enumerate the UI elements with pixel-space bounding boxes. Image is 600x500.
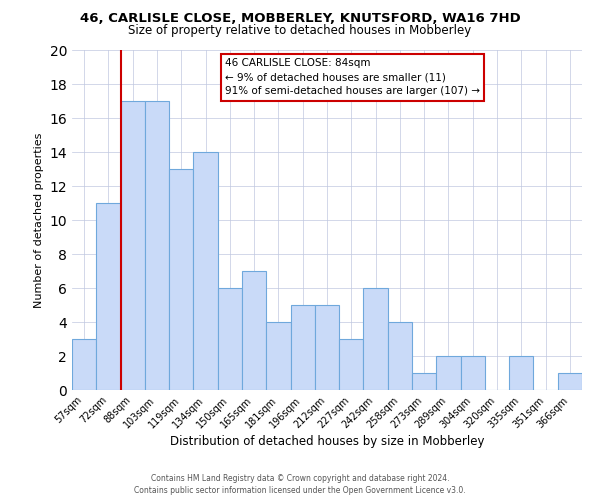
Text: Size of property relative to detached houses in Mobberley: Size of property relative to detached ho…: [128, 24, 472, 37]
X-axis label: Distribution of detached houses by size in Mobberley: Distribution of detached houses by size …: [170, 436, 484, 448]
Bar: [145, 101, 169, 390]
Bar: [436, 356, 461, 390]
Bar: [242, 271, 266, 390]
Y-axis label: Number of detached properties: Number of detached properties: [34, 132, 44, 308]
Bar: [218, 288, 242, 390]
Text: 46, CARLISLE CLOSE, MOBBERLEY, KNUTSFORD, WA16 7HD: 46, CARLISLE CLOSE, MOBBERLEY, KNUTSFORD…: [80, 12, 520, 26]
Bar: [96, 203, 121, 390]
Bar: [72, 339, 96, 390]
Bar: [509, 356, 533, 390]
Bar: [290, 305, 315, 390]
Bar: [121, 101, 145, 390]
Bar: [169, 169, 193, 390]
Text: Contains HM Land Registry data © Crown copyright and database right 2024.
Contai: Contains HM Land Registry data © Crown c…: [134, 474, 466, 495]
Text: 46 CARLISLE CLOSE: 84sqm
← 9% of detached houses are smaller (11)
91% of semi-de: 46 CARLISLE CLOSE: 84sqm ← 9% of detache…: [225, 58, 480, 96]
Bar: [193, 152, 218, 390]
Bar: [364, 288, 388, 390]
Bar: [558, 373, 582, 390]
Bar: [266, 322, 290, 390]
Bar: [461, 356, 485, 390]
Bar: [388, 322, 412, 390]
Bar: [315, 305, 339, 390]
Bar: [339, 339, 364, 390]
Bar: [412, 373, 436, 390]
